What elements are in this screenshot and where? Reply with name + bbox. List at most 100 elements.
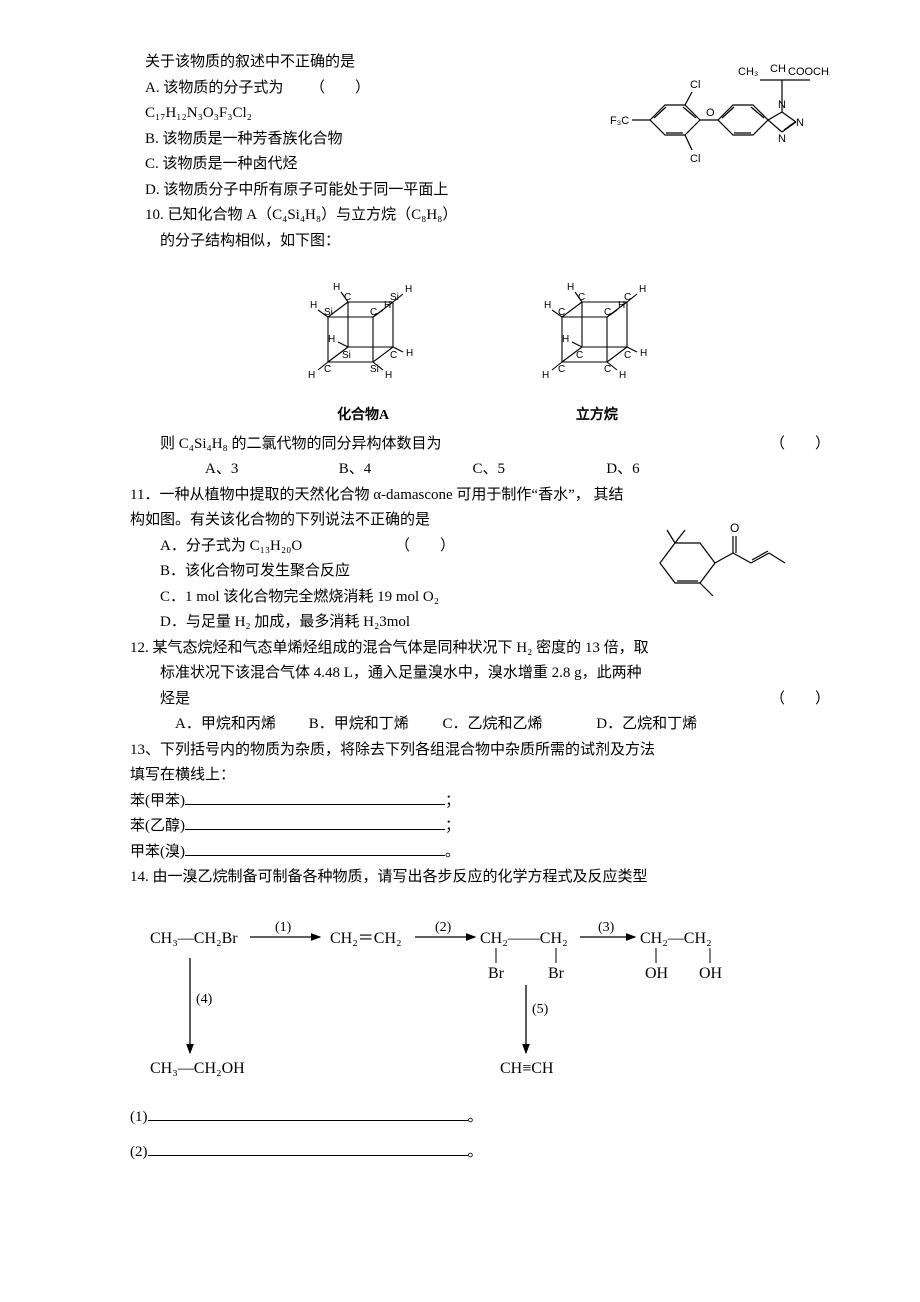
svg-text:H: H bbox=[562, 334, 569, 345]
q9-label-n1: N bbox=[778, 99, 786, 111]
svg-text:C: C bbox=[558, 307, 565, 318]
q14-node-d-top: CH₂—CH₂ bbox=[640, 930, 712, 947]
svg-text:Si: Si bbox=[390, 292, 399, 303]
q9-label-cl-bot: Cl bbox=[690, 153, 700, 165]
q14-ans2-period: 。 bbox=[468, 1144, 483, 1160]
q12-paren: （ ） bbox=[770, 687, 830, 713]
q13-row3-blank[interactable] bbox=[185, 841, 445, 856]
q10-question: 则 C₄Si₄H₈ 的二氯代物的同分异构体数目为 （ ） bbox=[130, 432, 830, 458]
q9-label-ch: CH bbox=[770, 63, 786, 75]
svg-text:C: C bbox=[324, 364, 331, 375]
q12-opt-d: D．乙烷和丁烯 bbox=[596, 712, 697, 738]
q14-arrow-1: (1) bbox=[275, 920, 292, 935]
svg-text:H: H bbox=[385, 370, 392, 381]
q14-ans2-blank[interactable] bbox=[148, 1142, 468, 1157]
svg-text:H: H bbox=[405, 284, 412, 295]
svg-text:Br: Br bbox=[488, 965, 505, 982]
q9-label-ch3: CH₃ bbox=[738, 66, 758, 78]
svg-text:OH: OH bbox=[699, 965, 723, 982]
svg-text:Si: Si bbox=[342, 350, 351, 361]
q10-question-text: 则 C₄Si₄H₈ 的二氯代物的同分异构体数目为 bbox=[160, 436, 442, 452]
svg-text:H: H bbox=[618, 300, 625, 311]
svg-text:C: C bbox=[604, 307, 611, 318]
q13-row1-label: 苯(甲苯) bbox=[130, 793, 185, 809]
q13-row3: 甲苯(溴) 。 bbox=[130, 840, 830, 866]
q10-opt-a: A、3 bbox=[205, 457, 335, 483]
q14-ans1-blank[interactable] bbox=[148, 1106, 468, 1121]
q13-stem1: 13、下列括号内的物质为杂质，将除去下列各组混合物中杂质所需的试剂及方法 bbox=[130, 738, 830, 764]
q11-stem1: 11．一种从植物中提取的天然化合物 α-damascone 可用于制作“香水”，… bbox=[130, 483, 830, 509]
svg-text:OH: OH bbox=[645, 965, 669, 982]
q10-cubes: Si C C Si C Si Si C H H H H H H H H 化合物A bbox=[130, 262, 830, 428]
q12-stem1: 12. 某气态烷烃和气态单烯烃组成的混合气体是同种状况下 H₂ 密度的 13 倍… bbox=[130, 636, 830, 662]
q14-ans1-period: 。 bbox=[468, 1109, 483, 1125]
q14-stem: 14. 由一溴乙烷制备可制备各种物质，请写出各步反应的化学方程式及反应类型 bbox=[130, 865, 830, 891]
svg-text:Si: Si bbox=[370, 364, 379, 375]
q9-label-n2: N bbox=[796, 117, 804, 129]
q14-node-e: CH₃—CH₂OH bbox=[150, 1060, 245, 1077]
q14-arrow-2: (2) bbox=[435, 920, 452, 935]
q10-caption-b: 立方烷 bbox=[512, 404, 682, 428]
q12-options: A．甲烷和丙烯 B．甲烷和丁烯 C．乙烷和乙烯 D．乙烷和丁烯 bbox=[130, 712, 830, 738]
svg-text:H: H bbox=[567, 282, 574, 293]
q13-row1: 苯(甲苯)； bbox=[130, 789, 830, 815]
q14-scheme: CH₃—CH₂Br CH₂＝CH₂ CH₂——CH₂ CH₂—CH₂ CH₃—C… bbox=[140, 903, 830, 1093]
svg-text:H: H bbox=[308, 370, 315, 381]
q9-structure-diagram: F₃C Cl Cl O CH₃ CH COOCH₃ N N N bbox=[610, 50, 830, 210]
svg-text:H: H bbox=[640, 348, 647, 359]
q14-arrow-5: (5) bbox=[532, 1002, 549, 1017]
q9-paren: （ ） bbox=[310, 76, 370, 102]
svg-text:C: C bbox=[344, 292, 351, 303]
svg-text:H: H bbox=[544, 300, 551, 311]
q12-stem3-text: 烃是 bbox=[160, 691, 190, 707]
q9-label-n3: N bbox=[778, 133, 786, 145]
svg-text:H: H bbox=[542, 370, 549, 381]
q10-opt-d: D、6 bbox=[606, 457, 706, 483]
q11-label-o: O bbox=[730, 521, 739, 535]
q11-stem2-text: 构如图。有关该化合物的下列说法不正确的是 bbox=[130, 512, 430, 528]
q10-paren: （ ） bbox=[770, 432, 830, 458]
q10-cube-a: Si C C Si C Si Si C H H H H H H H H 化合物A bbox=[278, 262, 448, 428]
q9-label-o: O bbox=[706, 107, 715, 119]
q14-node-f: CH≡CH bbox=[500, 1060, 554, 1077]
q10-stem2: 的分子结构相似，如下图： bbox=[130, 229, 830, 255]
svg-text:Si: Si bbox=[324, 307, 333, 318]
svg-text:H: H bbox=[328, 334, 335, 345]
q13-row3-label: 甲苯(溴) bbox=[130, 844, 185, 860]
q13-row2-label: 苯(乙醇) bbox=[130, 818, 185, 834]
q14-node-b: CH₂＝CH₂ bbox=[330, 930, 402, 947]
svg-text:C: C bbox=[390, 350, 397, 361]
q14-ans1: (1) 。 bbox=[130, 1105, 830, 1131]
svg-text:H: H bbox=[406, 348, 413, 359]
q12-stem3: 烃是 （ ） bbox=[130, 687, 830, 713]
svg-text:C: C bbox=[370, 307, 377, 318]
q11-opt-d: D．与足量 H₂ 加成，最多消耗 H₂3mol bbox=[130, 610, 830, 636]
q13-row2-semi: ； bbox=[445, 818, 460, 834]
svg-text:H: H bbox=[310, 300, 317, 311]
q13-row2: 苯(乙醇) ； bbox=[130, 814, 830, 840]
q12-opt-b: B．甲烷和丁烯 bbox=[309, 712, 439, 738]
q10-opt-b: B、4 bbox=[339, 457, 469, 483]
q9-label-cf3: F₃C bbox=[610, 115, 629, 127]
svg-text:C: C bbox=[604, 364, 611, 375]
q14-ans2-label: (2) bbox=[130, 1144, 148, 1160]
q11-structure-diagram: O bbox=[635, 508, 790, 613]
q14-ans2: (2) 。 bbox=[130, 1140, 830, 1166]
svg-text:C: C bbox=[624, 350, 631, 361]
q13-row2-blank[interactable] bbox=[185, 816, 445, 831]
q14-node-a: CH₃—CH₂Br bbox=[150, 930, 238, 947]
q10-cube-b: C C C C C C C C H H H H H H H H 立方烷 bbox=[512, 262, 682, 428]
q12-stem2: 标准状况下该混合气体 4.48 L，通入足量溴水中，溴水增重 2.8 g，此两种 bbox=[130, 661, 830, 687]
q9-label-cooch3: COOCH₃ bbox=[788, 66, 830, 78]
svg-text:H: H bbox=[333, 282, 340, 293]
q13-row3-period: 。 bbox=[445, 844, 460, 860]
svg-text:H: H bbox=[384, 300, 391, 311]
q10-options: A、3 B、4 C、5 D、6 bbox=[130, 457, 830, 483]
q11-paren: （ ） bbox=[395, 534, 455, 560]
q14-ans1-label: (1) bbox=[130, 1109, 148, 1125]
q13-stem2: 填写在横线上： bbox=[130, 763, 830, 789]
q13-row1-blank[interactable] bbox=[185, 790, 445, 805]
q10-opt-c: C、5 bbox=[473, 457, 603, 483]
svg-text:C: C bbox=[576, 350, 583, 361]
svg-text:C: C bbox=[578, 292, 585, 303]
